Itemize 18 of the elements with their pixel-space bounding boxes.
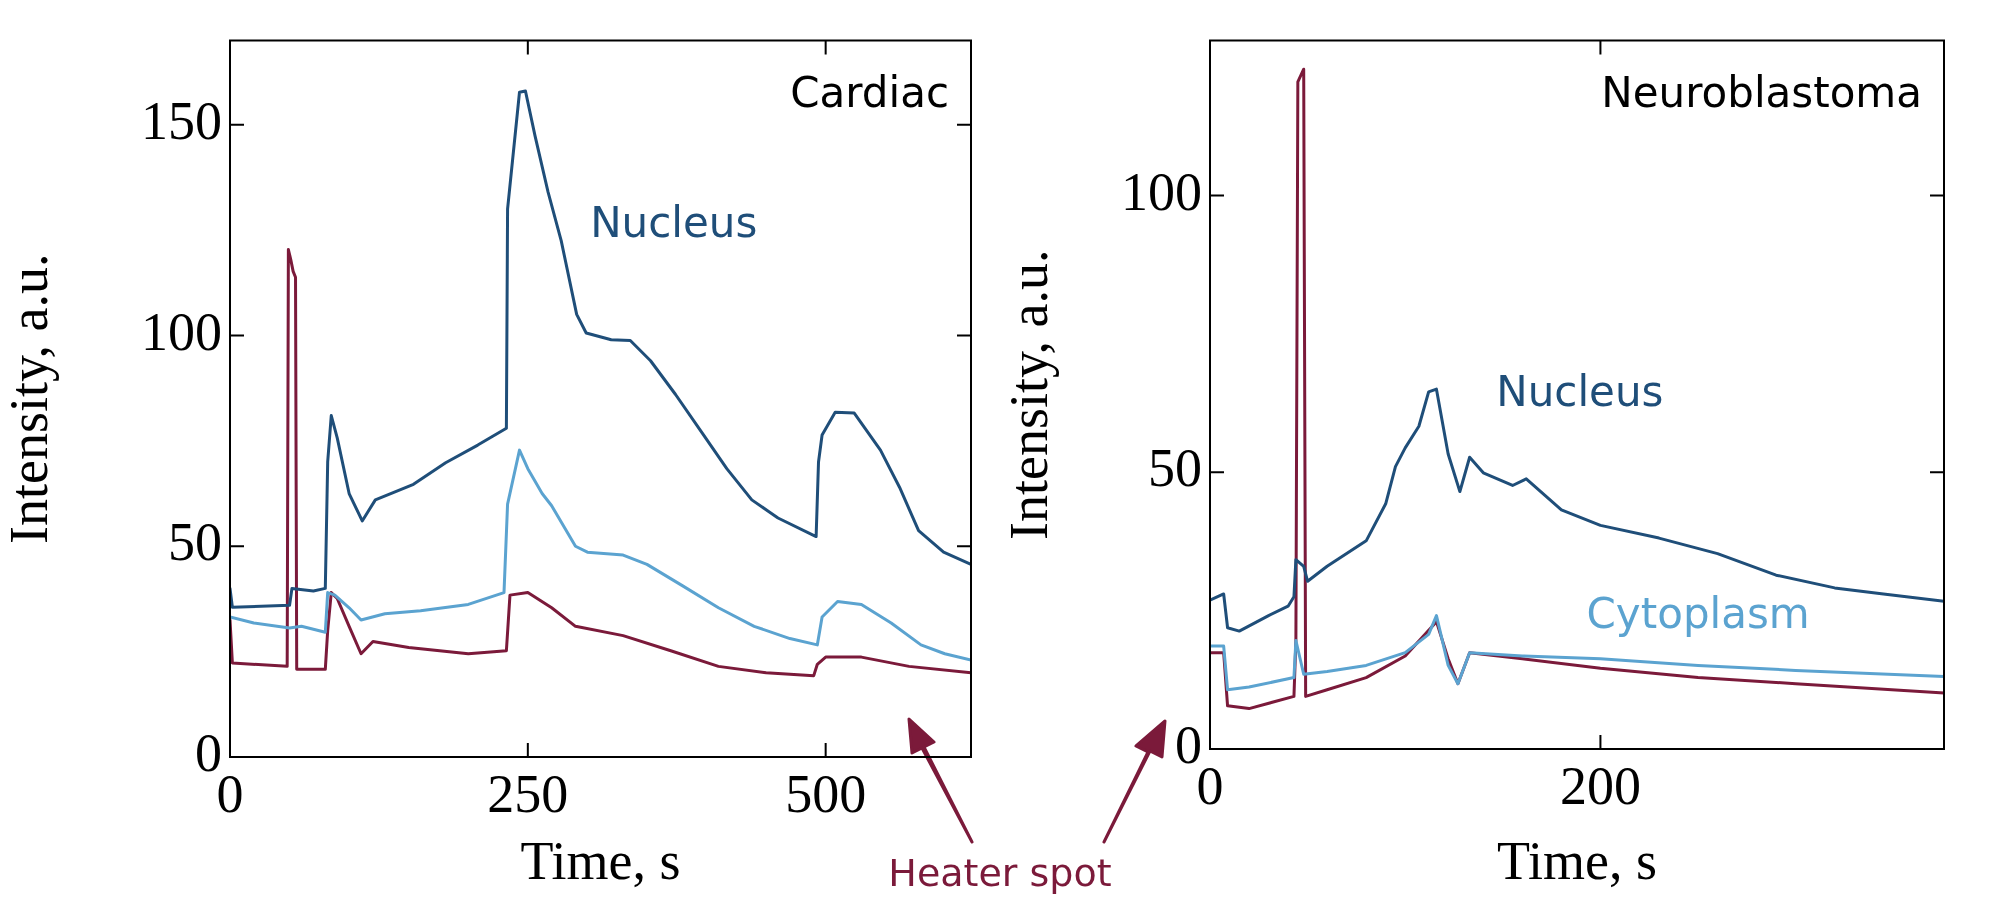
text: Heater spot bbox=[887, 851, 1113, 895]
x-tick-label: 200 bbox=[1559, 755, 1641, 816]
series-label: Nucleus bbox=[1496, 366, 1664, 416]
text: Neuroblastoma bbox=[1601, 68, 1922, 118]
text: Cardiac bbox=[790, 68, 949, 118]
y-tick-label: 50 bbox=[1148, 438, 1202, 499]
series-label: Cytoplasm bbox=[1586, 589, 1810, 639]
x-axis-title: Time, s bbox=[520, 830, 681, 891]
y-axis-title: Intensity, a.u. bbox=[0, 253, 59, 544]
x-tick-label: 250 bbox=[487, 763, 569, 824]
y-tick-label: 100 bbox=[1121, 161, 1202, 222]
y-axis-title: Intensity, a.u. bbox=[998, 249, 1059, 540]
series-label: Nucleus bbox=[590, 197, 758, 247]
y-tick-label: 150 bbox=[141, 90, 222, 151]
y-tick-label: 100 bbox=[141, 301, 222, 362]
x-tick-label: 500 bbox=[785, 763, 867, 824]
x-axis-title: Time, s bbox=[1496, 830, 1658, 891]
y-tick-label: 50 bbox=[168, 512, 222, 573]
